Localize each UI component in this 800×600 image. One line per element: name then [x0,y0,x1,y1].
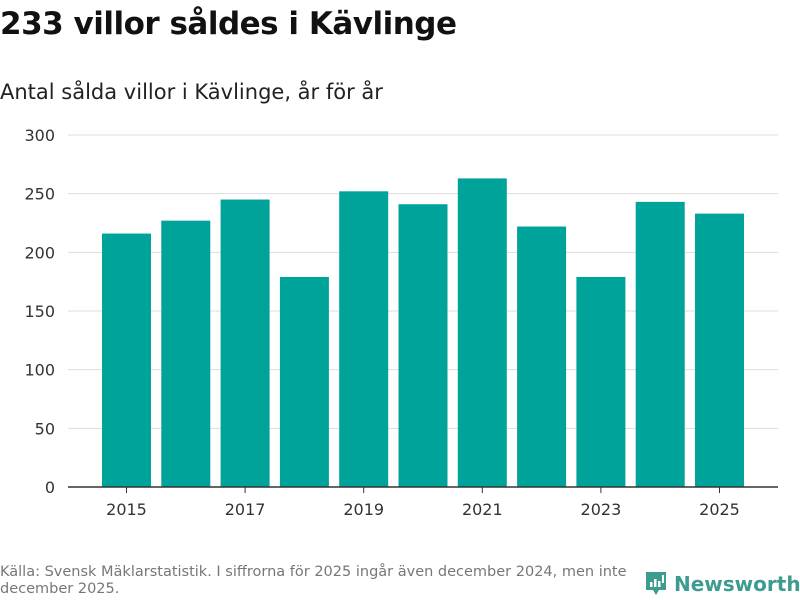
bar-2024 [635,201,685,487]
bar-2018 [279,276,329,487]
y-tick-label: 100 [24,361,55,380]
bar-2015 [102,233,151,487]
chart-subtitle: Antal sålda villor i Kävlinge, år för år [0,80,383,104]
bar-2022 [517,226,567,487]
newsworthy-logo: Newsworthy [644,570,800,598]
x-tick-label: 2025 [699,500,740,519]
bar-2020 [398,204,448,487]
bar-2023 [576,276,626,487]
y-tick-label: 0 [45,478,55,497]
x-tick-label: 2019 [343,500,384,519]
bar-2017 [220,199,270,488]
x-tick-label: 2023 [581,500,622,519]
y-tick-label: 250 [24,185,55,204]
bar-2021 [457,178,507,487]
y-tick-label: 50 [35,419,55,438]
bar-2019 [339,191,389,487]
bar-chart: 0 50 100 150 200 250 300 2015 2017 2019 2021 2023 20… [24,126,778,519]
source-note: Källa: Svensk Mäklarstatistik. I siffror… [0,564,627,597]
y-tick-label: 300 [24,126,55,145]
newsworthy-logo-icon [646,572,666,595]
brand-name: Newsworthy [674,572,800,596]
chart-title: 233 villor såldes i Kävlinge [0,6,457,42]
bar-2025 [695,213,744,487]
y-tick-label: 150 [24,302,55,321]
bar-2016 [161,220,211,488]
y-tick-label: 200 [24,243,55,262]
x-tick-label: 2015 [106,500,147,519]
x-tick-label: 2017 [225,500,266,519]
x-tick-label: 2021 [462,500,503,519]
